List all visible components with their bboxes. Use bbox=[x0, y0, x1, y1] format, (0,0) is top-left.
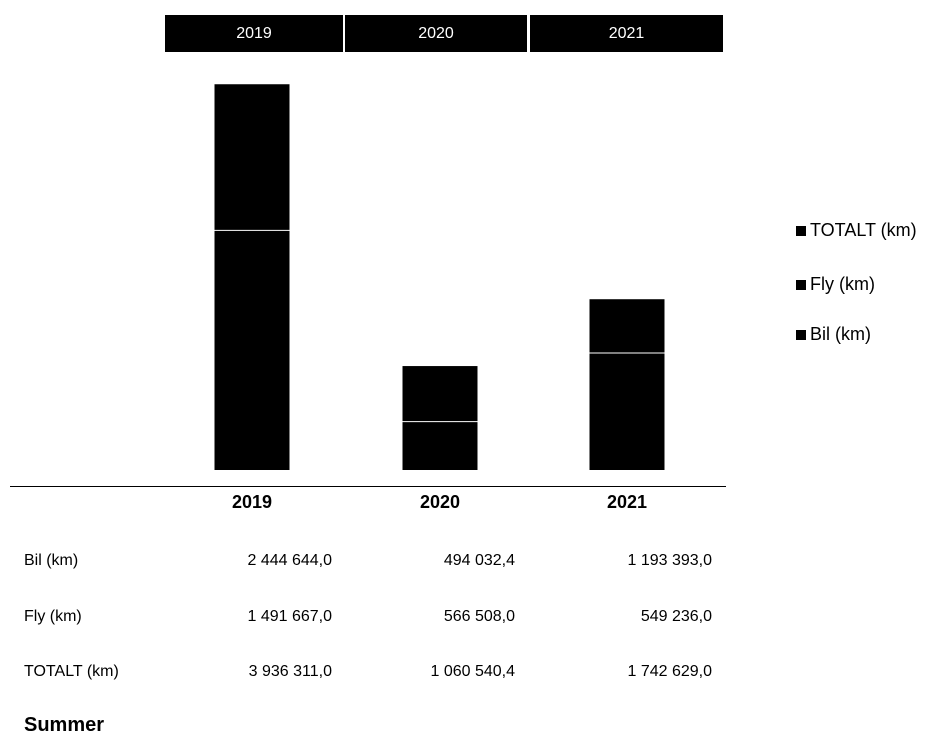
legend-swatch bbox=[796, 329, 806, 340]
table-column-header: 2019 bbox=[231, 492, 273, 512]
table-row-label: TOTALT (km) bbox=[24, 663, 119, 680]
year-header-2020: 2020 bbox=[345, 15, 527, 52]
bar-fly-2021 bbox=[589, 299, 665, 354]
table-row-label: Bil (km) bbox=[24, 552, 79, 569]
table-column-header: 2021 bbox=[606, 492, 648, 512]
legend-label: Bil (km) bbox=[810, 324, 871, 344]
bar-fly-2019 bbox=[214, 84, 290, 231]
footer-label: Summer bbox=[24, 714, 105, 736]
table-cell: 3 936 311,0 bbox=[248, 663, 332, 680]
table-cell: 494 032,4 bbox=[443, 552, 515, 569]
legend-item-fly: Fly (km) bbox=[796, 274, 875, 295]
year-header-2019: 2019 bbox=[165, 15, 343, 52]
bar-bil-2021 bbox=[589, 353, 665, 470]
legend-swatch bbox=[796, 279, 806, 290]
legend-label: Fly (km) bbox=[810, 274, 875, 294]
year-header-label: 2020 bbox=[418, 24, 454, 42]
table-row-label: Fly (km) bbox=[24, 608, 82, 625]
table-column-header: 2020 bbox=[419, 492, 461, 512]
legend-swatch bbox=[796, 225, 806, 236]
table-cell: 1 060 540,4 bbox=[430, 663, 515, 680]
legend-item-bil: Bil (km) bbox=[796, 324, 871, 345]
bar-fly-2020 bbox=[402, 366, 478, 422]
bar-bil-2020 bbox=[402, 421, 478, 470]
table-cell: 1 193 393,0 bbox=[627, 552, 712, 569]
table-cell: 566 508,0 bbox=[443, 608, 515, 625]
legend-label: TOTALT (km) bbox=[810, 220, 917, 240]
year-header-2021: 2021 bbox=[530, 15, 723, 52]
bar-bil-2019 bbox=[214, 230, 290, 470]
table-cell: 549 236,0 bbox=[640, 608, 712, 625]
legend-item-totalt: TOTALT (km) bbox=[796, 220, 917, 241]
table-cell: 1 491 667,0 bbox=[247, 608, 332, 625]
table-cell: 2 444 644,0 bbox=[247, 552, 332, 569]
table-cell: 1 742 629,0 bbox=[627, 663, 712, 680]
year-header-label: 2021 bbox=[608, 24, 645, 42]
x-axis-line bbox=[10, 486, 726, 487]
year-header-label: 2019 bbox=[236, 24, 272, 42]
